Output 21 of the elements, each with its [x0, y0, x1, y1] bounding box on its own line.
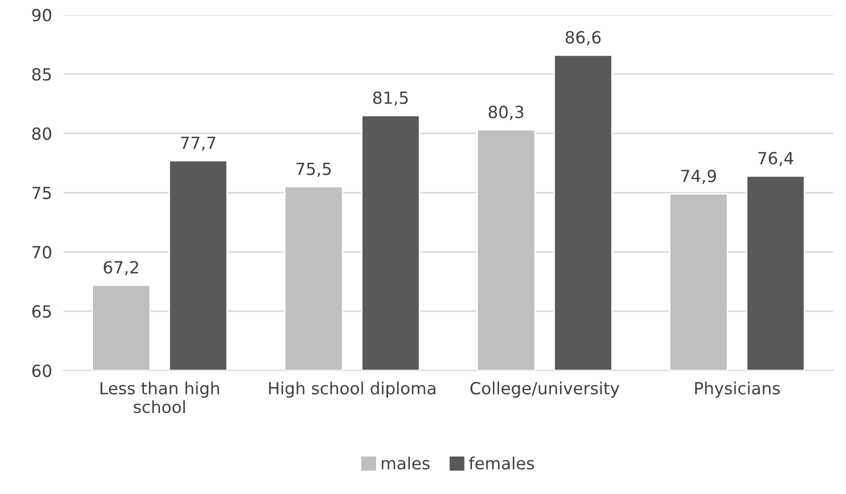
data-label: 75,5 — [296, 162, 331, 177]
data-label: 80,3 — [488, 106, 524, 120]
y-tick-label: 75 — [32, 186, 51, 200]
data-label: 76,4 — [758, 152, 794, 166]
y-tick-label: 65 — [32, 305, 51, 318]
y-tick-label: 85 — [32, 68, 51, 81]
data-label: 77,7 — [180, 136, 216, 151]
data-label: 74,9 — [681, 170, 716, 184]
x-tick-label: Less than high school — [100, 382, 219, 414]
x-tick-label: High school diploma — [269, 382, 436, 398]
y-tick-label: 90 — [32, 8, 52, 22]
x-tick-label: College/university — [470, 382, 620, 398]
data-label: 81,5 — [373, 91, 408, 106]
y-tick-label: 70 — [32, 246, 52, 259]
legend-label: males — [382, 456, 430, 470]
data-label: 86,6 — [566, 30, 601, 46]
data-label: 67,2 — [104, 260, 138, 276]
y-tick-label: 60 — [32, 364, 52, 378]
y-tick-label: 80 — [32, 127, 52, 140]
legend-label: females — [469, 456, 534, 470]
x-tick-label: Physicians — [695, 382, 780, 398]
